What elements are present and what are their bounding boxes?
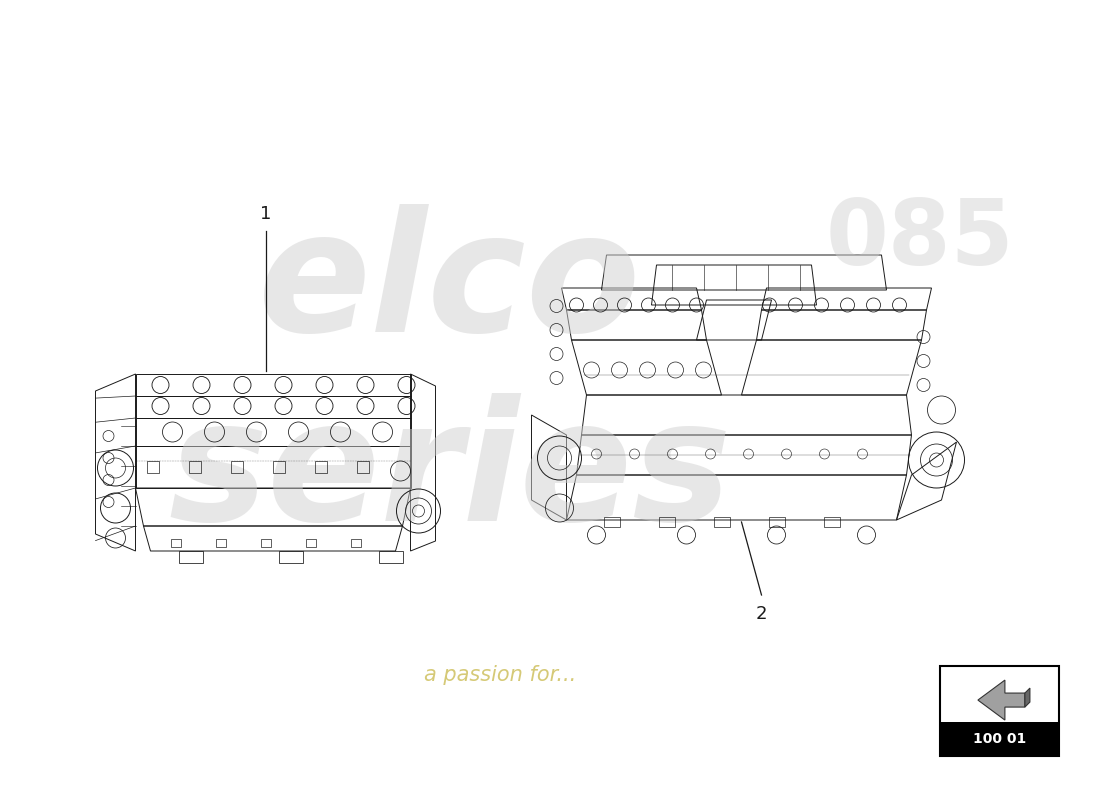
Bar bbox=[378, 551, 403, 563]
Bar bbox=[146, 461, 158, 473]
Text: 1: 1 bbox=[260, 205, 272, 223]
Text: 100 01: 100 01 bbox=[974, 732, 1026, 746]
Bar bbox=[170, 539, 180, 547]
Bar bbox=[769, 517, 784, 527]
Bar bbox=[940, 722, 1059, 756]
Bar bbox=[278, 551, 303, 563]
Text: 085: 085 bbox=[826, 196, 1014, 284]
Polygon shape bbox=[1025, 688, 1030, 707]
Text: a passion for...: a passion for... bbox=[424, 665, 576, 685]
Bar bbox=[659, 517, 674, 527]
Bar bbox=[604, 517, 619, 527]
Bar bbox=[824, 517, 839, 527]
Text: elco
series: elco series bbox=[168, 204, 732, 556]
Bar bbox=[178, 551, 202, 563]
Bar bbox=[216, 539, 225, 547]
Bar bbox=[188, 461, 200, 473]
Bar bbox=[306, 539, 316, 547]
Bar bbox=[940, 666, 1059, 756]
Bar bbox=[356, 461, 369, 473]
Polygon shape bbox=[978, 680, 1025, 720]
Bar bbox=[315, 461, 327, 473]
Text: 2: 2 bbox=[756, 605, 768, 623]
Bar bbox=[231, 461, 242, 473]
Bar bbox=[714, 517, 729, 527]
Bar bbox=[273, 461, 285, 473]
Bar bbox=[261, 539, 271, 547]
Bar bbox=[351, 539, 361, 547]
